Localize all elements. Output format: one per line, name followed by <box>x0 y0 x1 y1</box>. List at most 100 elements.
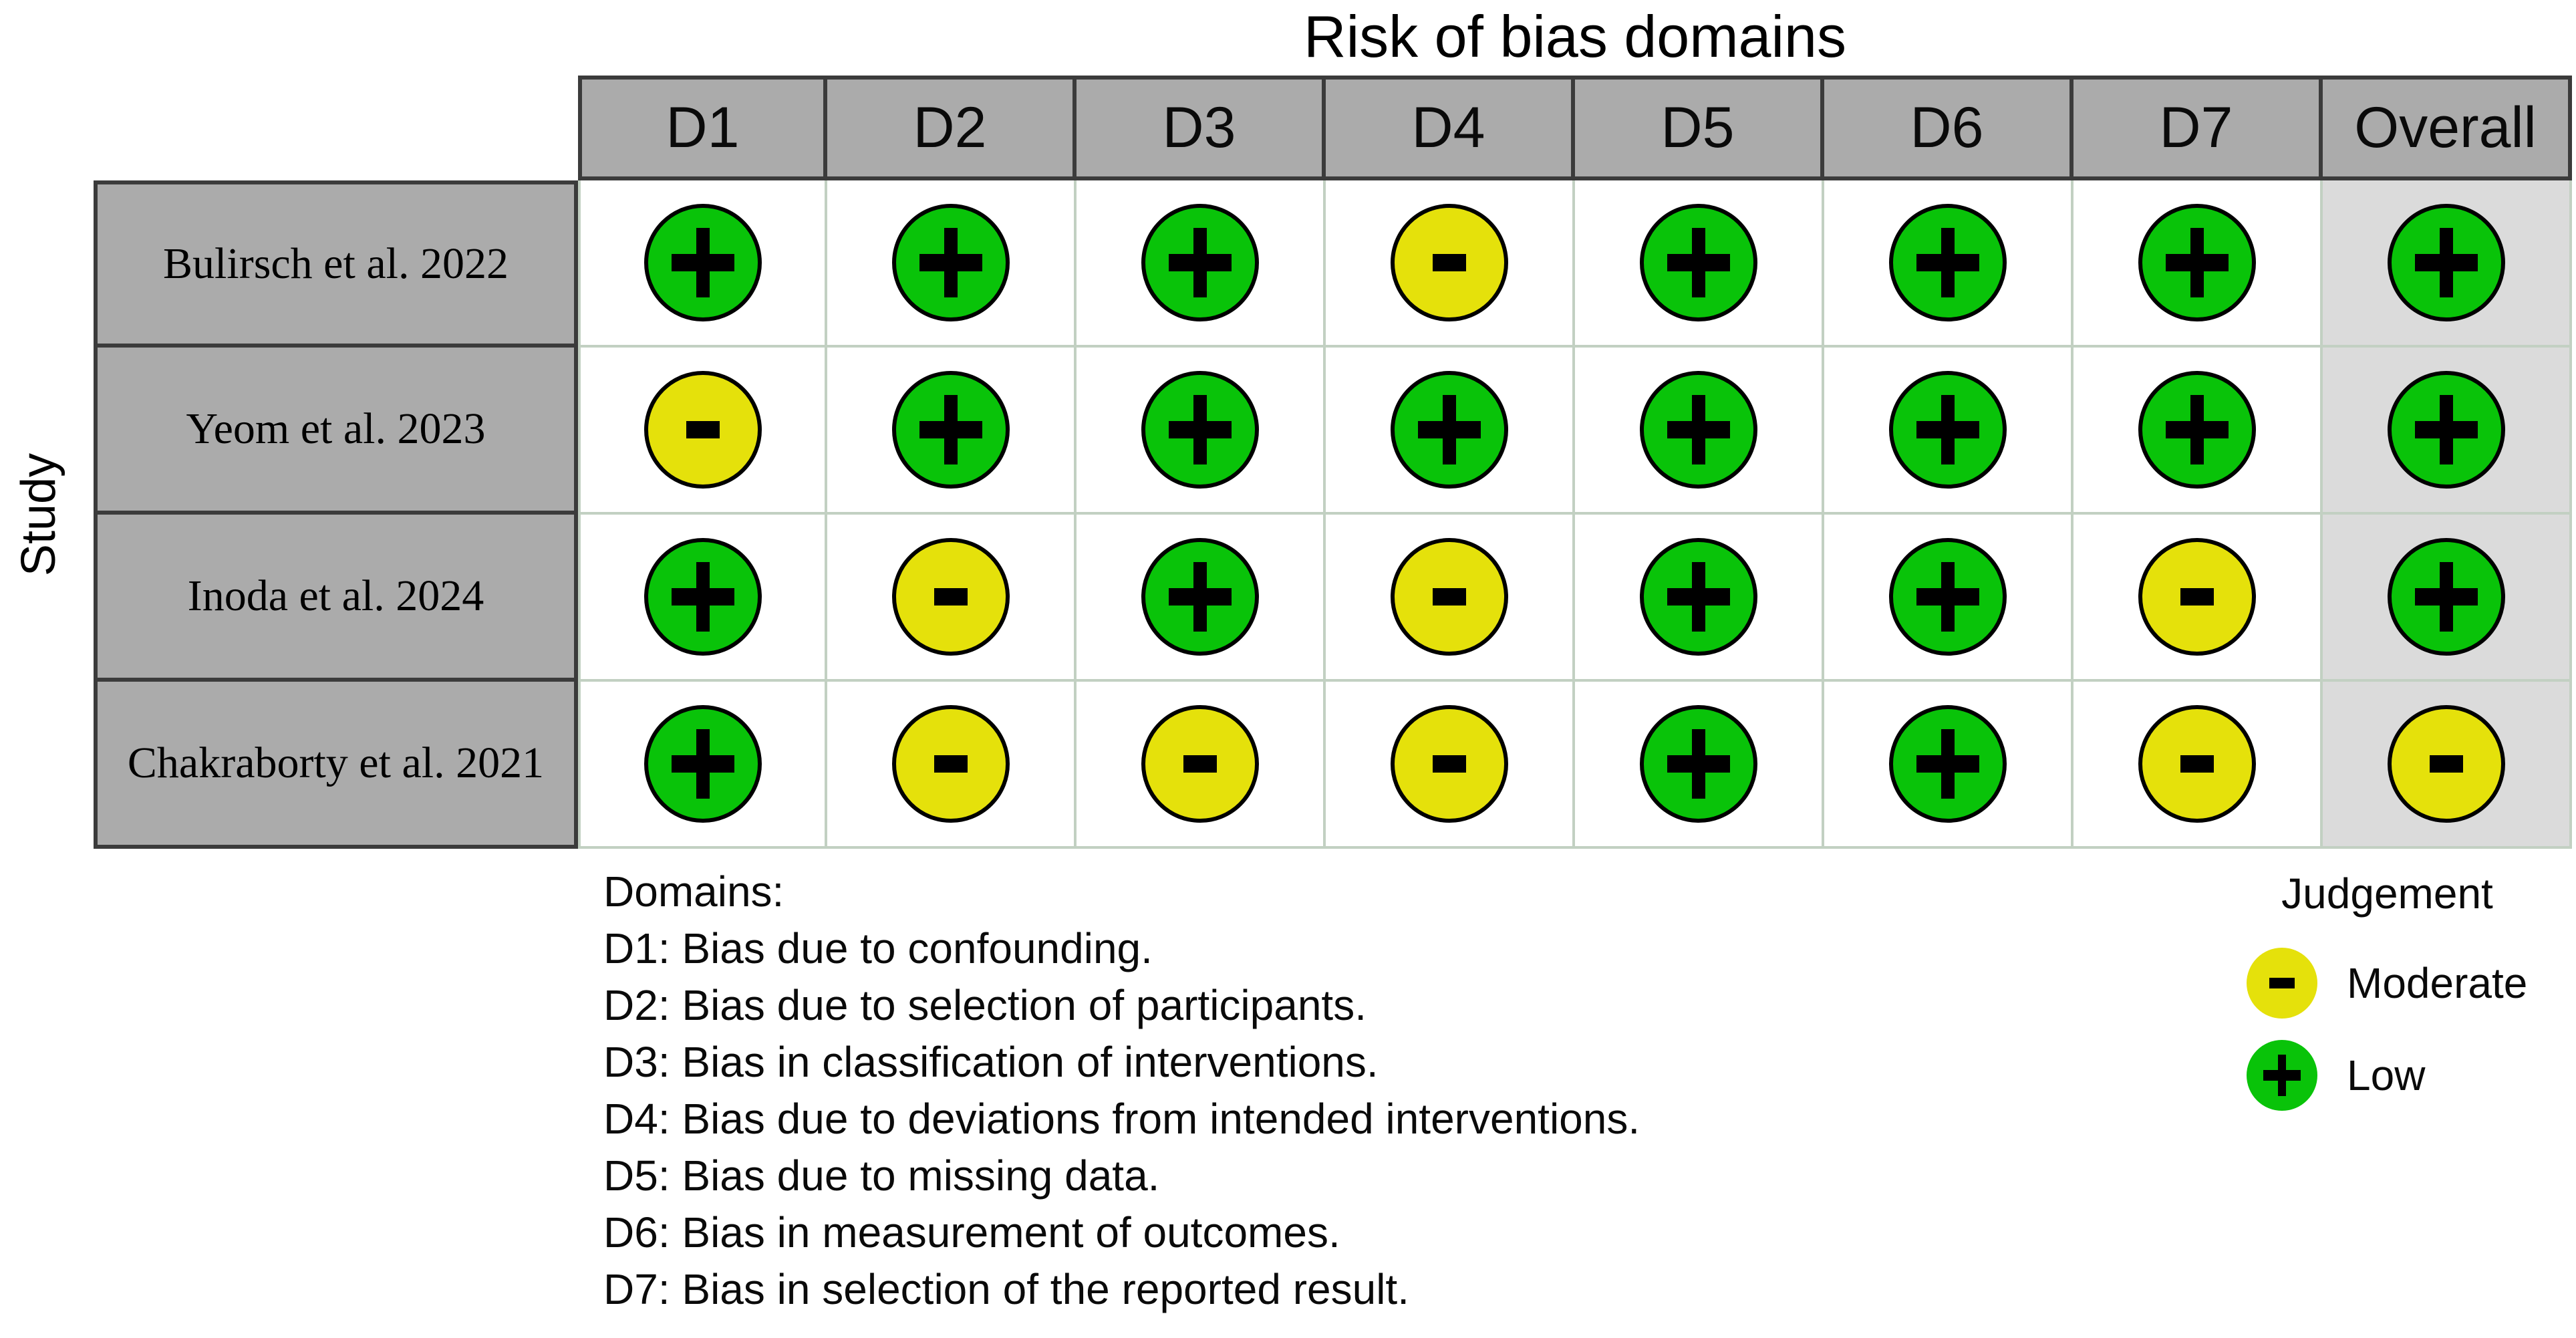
study-label: Bulirsch et al. 2022 <box>94 180 578 348</box>
column-header-overall: Overall <box>2323 76 2572 180</box>
cell-inoda-d3 <box>1077 515 1326 682</box>
plus-bar <box>1941 395 1955 464</box>
study-label-column: Bulirsch et al. 2022 Yeom et al. 2023 Inod… <box>94 180 578 849</box>
judgement-circle-low <box>2387 538 2505 656</box>
judgement-circle-low <box>1888 371 2007 489</box>
legend-item-moderate: Moderate <box>2198 948 2576 1019</box>
domain-definition-d2: D2: Bias due to selection of participant… <box>603 981 1367 1029</box>
minus-bar <box>1183 755 1217 773</box>
judgement-circle-moderate <box>1390 204 1508 321</box>
judgement-circle-low <box>2138 204 2256 321</box>
judgement-circle-low <box>643 204 762 321</box>
legend-title: Judgement <box>2281 869 2493 918</box>
plus-bar <box>1193 395 1207 464</box>
cell-yeom-d6 <box>1824 348 2073 515</box>
plus-bar <box>2439 395 2453 464</box>
judgement-circle-moderate <box>891 705 1010 823</box>
domain-definition-d6: D6: Bias in measurement of outcomes. <box>603 1208 1340 1256</box>
y-axis-label: Study <box>12 452 65 577</box>
plus-bar <box>1691 395 1705 464</box>
study-label: Yeom et al. 2023 <box>94 348 578 515</box>
plus-bar <box>1941 562 1955 632</box>
judgement-circle-low <box>1888 705 2007 823</box>
column-header-d7: D7 <box>2073 76 2323 180</box>
plus-bar <box>1941 729 1955 799</box>
cell-chakraborty-d4 <box>1326 682 1575 849</box>
plus-bar <box>1691 228 1705 297</box>
study-label: Inoda et al. 2024 <box>94 515 578 682</box>
domains-heading: Domains: <box>603 867 784 916</box>
minus-bar <box>686 421 720 438</box>
judgement-circle-moderate <box>643 371 762 489</box>
judgement-circle-moderate <box>1390 538 1508 656</box>
cell-yeom-overall <box>2323 348 2572 515</box>
judgement-circle-low <box>643 538 762 656</box>
cell-bulirsch-d3 <box>1077 180 1326 348</box>
plus-bar <box>1691 729 1705 799</box>
domain-definition-d1: D1: Bias due to confounding. <box>603 924 1153 972</box>
judgement-circle-low <box>1639 538 1757 656</box>
minus-bar <box>2429 755 2463 773</box>
legend-label-low: Low <box>2347 1051 2426 1099</box>
cell-yeom-d2 <box>827 348 1077 515</box>
cell-chakraborty-d1 <box>578 682 827 849</box>
judgement-circle-low <box>1141 371 1259 489</box>
judgement-circle-moderate <box>1390 705 1508 823</box>
minus-bar <box>934 755 968 773</box>
judgement-circle-low <box>891 204 1010 321</box>
plus-bar <box>944 228 958 297</box>
cell-inoda-d6 <box>1824 515 2073 682</box>
column-header-d3: D3 <box>1077 76 1326 180</box>
judgement-circle-low <box>1639 705 1757 823</box>
cell-chakraborty-d6 <box>1824 682 2073 849</box>
cell-inoda-d7 <box>2073 515 2323 682</box>
cell-chakraborty-d3 <box>1077 682 1326 849</box>
cell-bulirsch-d7 <box>2073 180 2323 348</box>
column-header-d2: D2 <box>827 76 1077 180</box>
domain-definition-d7: D7: Bias in selection of the reported re… <box>603 1265 1409 1313</box>
minus-bar <box>934 588 968 606</box>
plus-bar <box>2190 228 2204 297</box>
judgement-circle-low <box>1639 204 1757 321</box>
plus-bar <box>2439 228 2453 297</box>
cell-bulirsch-d2 <box>827 180 1077 348</box>
cell-inoda-d4 <box>1326 515 1575 682</box>
domains-footnote: Domains: D1: Bias due to confounding. D2:… <box>603 863 1640 1318</box>
cell-bulirsch-d5 <box>1575 180 1824 348</box>
cell-bulirsch-d6 <box>1824 180 2073 348</box>
plus-bar <box>1193 562 1207 632</box>
column-header-d5: D5 <box>1575 76 1824 180</box>
judgement-circle-moderate <box>2138 705 2256 823</box>
column-header-d1: D1 <box>578 76 827 180</box>
judgement-circle-low <box>2387 371 2505 489</box>
judgement-circle-moderate <box>891 538 1010 656</box>
chart-title: Risk of bias domains <box>1304 3 1846 70</box>
cell-chakraborty-d5 <box>1575 682 1824 849</box>
judgement-circle-low <box>2247 1040 2317 1111</box>
column-header-d4: D4 <box>1326 76 1575 180</box>
plus-bar <box>944 395 958 464</box>
plus-bar <box>1941 228 1955 297</box>
judgement-circle-low <box>2138 371 2256 489</box>
cell-chakraborty-d7 <box>2073 682 2323 849</box>
judgement-circle-low <box>1639 371 1757 489</box>
judgement-circle-moderate <box>2387 705 2505 823</box>
plus-bar <box>2278 1055 2286 1096</box>
plus-bar <box>2190 395 2204 464</box>
domain-definition-d4: D4: Bias due to deviations from intended… <box>603 1095 1640 1143</box>
judgement-circle-low <box>643 705 762 823</box>
cell-inoda-d2 <box>827 515 1077 682</box>
judgement-circle-low <box>1390 371 1508 489</box>
judgement-circle-low <box>2387 204 2505 321</box>
cell-yeom-d4 <box>1326 348 1575 515</box>
minus-bar <box>1432 254 1466 271</box>
study-label: Chakraborty et al. 2021 <box>94 682 578 849</box>
domain-definition-d3: D3: Bias in classification of interventi… <box>603 1038 1379 1086</box>
legend-label-moderate: Moderate <box>2347 959 2528 1007</box>
cell-yeom-d5 <box>1575 348 1824 515</box>
cell-yeom-d1 <box>578 348 827 515</box>
cell-inoda-d5 <box>1575 515 1824 682</box>
legend: Judgement Moderate Low <box>2198 869 2576 1132</box>
judgement-circle-moderate <box>1141 705 1259 823</box>
